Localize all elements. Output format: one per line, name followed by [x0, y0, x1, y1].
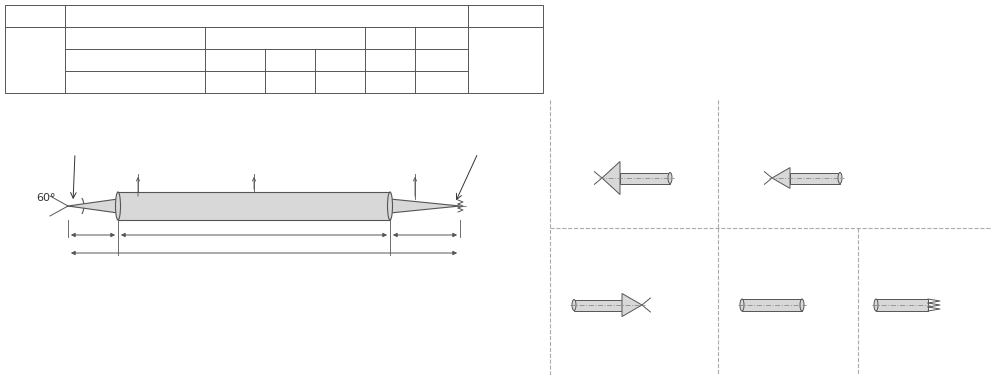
- Bar: [790, 172, 840, 183]
- Bar: [574, 300, 622, 310]
- Polygon shape: [622, 294, 642, 316]
- Bar: [118, 192, 390, 220]
- Ellipse shape: [800, 299, 804, 311]
- Ellipse shape: [874, 299, 878, 311]
- Ellipse shape: [668, 172, 672, 183]
- Bar: [5, 5, 543, 93]
- Ellipse shape: [115, 192, 120, 220]
- Ellipse shape: [838, 172, 842, 183]
- Bar: [876, 299, 928, 311]
- Bar: [620, 172, 670, 183]
- Polygon shape: [772, 168, 790, 188]
- Ellipse shape: [740, 299, 744, 311]
- Bar: [742, 299, 802, 311]
- Text: 60°: 60°: [37, 193, 56, 203]
- Polygon shape: [390, 199, 460, 213]
- Polygon shape: [602, 162, 620, 195]
- Polygon shape: [68, 199, 118, 213]
- Ellipse shape: [572, 300, 576, 310]
- Ellipse shape: [388, 192, 393, 220]
